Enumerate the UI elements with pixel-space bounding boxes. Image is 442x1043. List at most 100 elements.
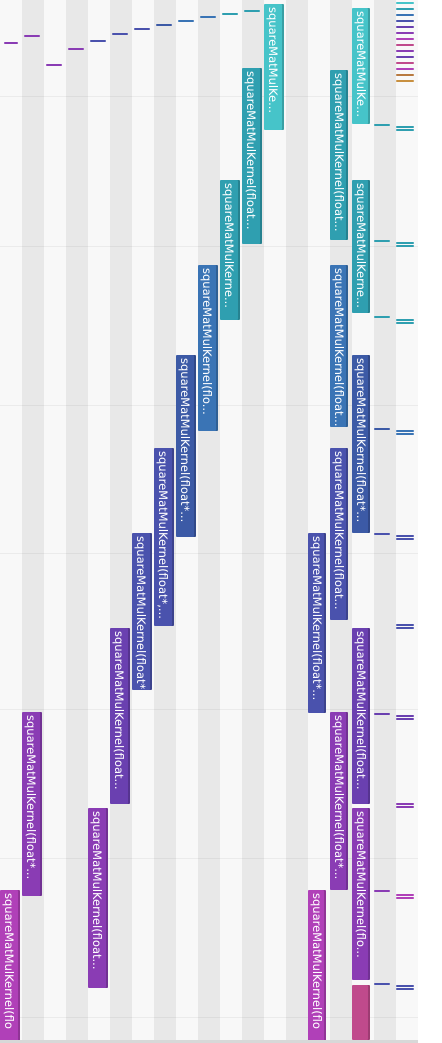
- kernel-block[interactable]: squareMatMulKernel(flo...: [352, 808, 370, 980]
- kernel-tick[interactable]: [396, 803, 414, 805]
- stream-lane: [44, 0, 66, 1043]
- kernel-tick[interactable]: [396, 715, 414, 717]
- kernel-tick[interactable]: [396, 74, 414, 76]
- kernel-label: squareMatMulKernel(float*...: [134, 536, 148, 690]
- kernel-tick[interactable]: [396, 535, 414, 537]
- kernel-tick[interactable]: [396, 322, 414, 324]
- kernel-block[interactable]: squareMatMulKernel(float*...: [176, 355, 196, 537]
- kernel-tick[interactable]: [374, 428, 390, 430]
- kernel-tick[interactable]: [24, 35, 40, 37]
- stream-lane: [110, 0, 132, 1043]
- kernel-block[interactable]: squareMatMulKernel(float*...: [308, 533, 326, 713]
- kernel-block[interactable]: squareMatMulKernel(float*...: [352, 355, 370, 533]
- kernel-tick[interactable]: [396, 806, 414, 808]
- kernel-tick[interactable]: [396, 62, 414, 64]
- kernel-tick[interactable]: [112, 33, 128, 35]
- kernel-block[interactable]: [352, 985, 370, 1040]
- kernel-tick[interactable]: [374, 983, 390, 985]
- kernel-tick[interactable]: [396, 985, 414, 987]
- kernel-tick[interactable]: [396, 14, 414, 16]
- kernel-tick[interactable]: [396, 430, 414, 432]
- kernel-tick[interactable]: [396, 126, 414, 128]
- kernel-block[interactable]: squareMatMulKernel(flo: [308, 890, 326, 1043]
- kernel-tick[interactable]: [374, 316, 390, 318]
- kernel-block[interactable]: squareMatMulKernel(float...: [242, 68, 262, 244]
- kernel-tick[interactable]: [374, 240, 390, 242]
- kernel-tick[interactable]: [374, 124, 390, 126]
- kernel-block[interactable]: squareMatMulKernel(float*...: [22, 712, 42, 896]
- kernel-tick[interactable]: [374, 713, 390, 715]
- kernel-tick[interactable]: [222, 13, 238, 15]
- kernel-label: squareMatMulKernel(float...: [332, 73, 346, 232]
- kernel-tick[interactable]: [396, 2, 414, 4]
- kernel-tick[interactable]: [244, 10, 260, 12]
- kernel-block[interactable]: squareMatMulKerne...: [220, 180, 240, 320]
- kernel-tick[interactable]: [396, 80, 414, 82]
- time-axis: 3.245 s 3.2475 s 3.25 s 3.2525 s 3.255 s…: [418, 0, 442, 1043]
- kernel-tick[interactable]: [156, 24, 172, 26]
- kernel-block[interactable]: squareMatMulKe...: [264, 4, 284, 130]
- kernel-tick[interactable]: [90, 40, 106, 42]
- kernel-block[interactable]: squareMatMulKernel(float...: [110, 628, 130, 804]
- kernel-block[interactable]: squareMatMulKernel(float*...: [330, 712, 348, 890]
- kernel-tick[interactable]: [396, 433, 414, 435]
- kernel-tick[interactable]: [396, 897, 414, 899]
- kernel-block[interactable]: squareMatMulKernel(float...: [352, 628, 370, 804]
- kernel-tick[interactable]: [396, 32, 414, 34]
- kernel-block[interactable]: squareMatMulKernel(flo: [0, 890, 20, 1043]
- kernel-label: squareMatMulKernel(float*,...: [156, 451, 170, 619]
- kernel-tick[interactable]: [396, 56, 414, 58]
- kernel-tick[interactable]: [178, 20, 194, 22]
- kernel-tick[interactable]: [396, 538, 414, 540]
- kernel-block[interactable]: squareMatMulKernel(float*...: [132, 533, 152, 690]
- kernel-tick[interactable]: [396, 68, 414, 70]
- kernel-tick[interactable]: [396, 319, 414, 321]
- kernel-block[interactable]: squareMatMulKernel(float...: [330, 448, 348, 620]
- stream-lane: [220, 0, 242, 1043]
- kernel-tick[interactable]: [396, 988, 414, 990]
- stream-lane: [264, 0, 286, 1043]
- kernel-block[interactable]: squareMatMulKerne...: [352, 180, 370, 313]
- kernel-block[interactable]: squareMatMulKernel(float...: [330, 70, 348, 240]
- kernel-tick[interactable]: [396, 894, 414, 896]
- kernel-label: squareMatMulKernel(float...: [244, 71, 258, 230]
- kernel-tick[interactable]: [134, 28, 150, 30]
- stream-lane: [242, 0, 264, 1043]
- kernel-tick[interactable]: [396, 26, 414, 28]
- kernel-label: squareMatMulKernel(float*...: [354, 358, 368, 523]
- kernel-label: squareMatMulKerne...: [222, 183, 236, 308]
- kernel-block[interactable]: squareMatMulKernel(flo...: [198, 265, 218, 431]
- stream-lane: [88, 0, 110, 1043]
- kernel-tick[interactable]: [396, 242, 414, 244]
- kernel-label: squareMatMulKernel(flo: [2, 893, 16, 1029]
- kernel-tick[interactable]: [396, 624, 414, 626]
- kernel-tick[interactable]: [374, 890, 390, 892]
- horizontal-scrollbar[interactable]: [0, 1040, 418, 1043]
- kernel-tick[interactable]: [396, 20, 414, 22]
- kernel-tick[interactable]: [396, 245, 414, 247]
- kernel-label: squareMatMulKernel(float*...: [310, 536, 324, 701]
- kernel-block[interactable]: squareMatMulKe...: [352, 8, 370, 124]
- kernel-tick[interactable]: [374, 533, 390, 535]
- kernel-tick[interactable]: [4, 42, 18, 44]
- kernel-tick[interactable]: [396, 627, 414, 629]
- kernel-label: squareMatMulKerne...: [354, 183, 368, 308]
- kernel-tick[interactable]: [396, 38, 414, 40]
- kernel-tick[interactable]: [396, 129, 414, 131]
- kernel-label: squareMatMulKernel(float*...: [24, 715, 38, 880]
- kernel-block[interactable]: squareMatMulKernel(float*,...: [154, 448, 174, 626]
- kernel-tick[interactable]: [396, 8, 414, 10]
- kernel-tick[interactable]: [396, 718, 414, 720]
- gridline: [0, 1017, 418, 1018]
- kernel-label: squareMatMulKernel(float...: [332, 451, 346, 610]
- kernel-label: squareMatMulKernel(flo: [310, 893, 324, 1029]
- kernel-tick[interactable]: [396, 44, 414, 46]
- kernel-tick[interactable]: [396, 50, 414, 52]
- kernel-block[interactable]: squareMatMulKernel(float...: [88, 808, 108, 988]
- kernel-tick[interactable]: [200, 16, 216, 18]
- kernel-block[interactable]: squareMatMulKernel(float...: [330, 265, 348, 427]
- kernel-tick[interactable]: [68, 48, 84, 50]
- kernel-label: squareMatMulKernel(float...: [112, 631, 126, 790]
- kernel-tick[interactable]: [46, 64, 62, 66]
